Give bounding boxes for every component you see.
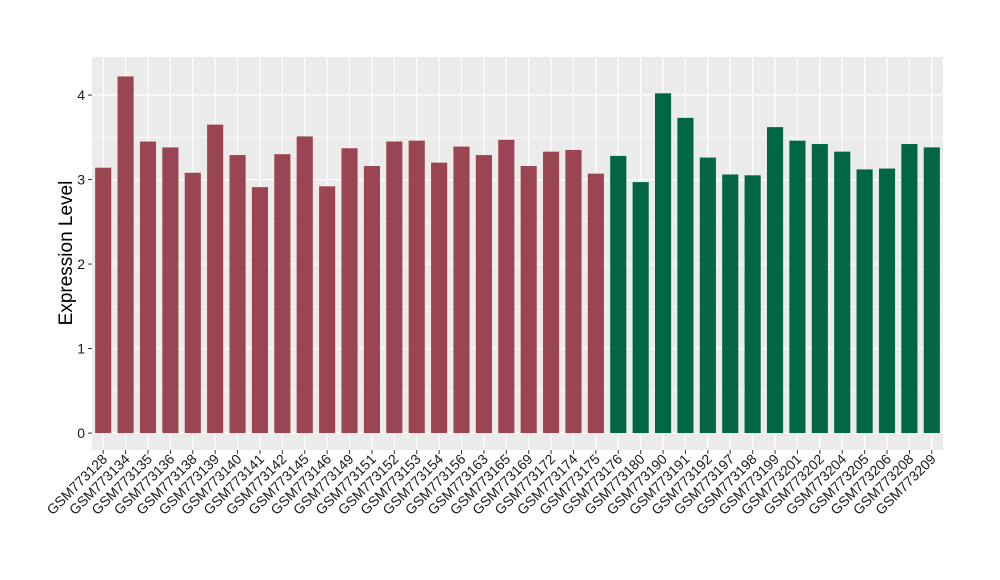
y-tick-label: 3 bbox=[77, 172, 85, 188]
bar-GSM773205 bbox=[856, 169, 873, 434]
bar-GSM773136 bbox=[162, 147, 179, 434]
bar-GSM773149 bbox=[341, 148, 358, 434]
bar-GSM773180 bbox=[632, 182, 649, 434]
x-axis: GSM773128GSM773134GSM773135GSM773136GSM7… bbox=[43, 450, 939, 518]
bar-GSM773190 bbox=[655, 93, 672, 434]
bar-GSM773128 bbox=[95, 167, 112, 434]
bar-GSM773206 bbox=[878, 168, 896, 434]
bar-GSM773169 bbox=[520, 166, 537, 434]
bar-GSM773151 bbox=[363, 166, 380, 434]
y-tick-label: 0 bbox=[77, 425, 85, 441]
bars bbox=[95, 76, 940, 434]
bar-GSM773174 bbox=[565, 149, 582, 434]
bar-GSM773198 bbox=[744, 175, 761, 434]
bar-GSM773172 bbox=[543, 151, 560, 434]
y-axis-title: Expression Level bbox=[56, 181, 77, 326]
bar-GSM773176 bbox=[610, 155, 627, 434]
bar-GSM773199 bbox=[766, 127, 784, 434]
bar-GSM773209 bbox=[923, 147, 940, 434]
bar-GSM773191 bbox=[677, 117, 694, 434]
bar-GSM773142 bbox=[274, 154, 291, 434]
bar-GSM773165 bbox=[498, 139, 515, 434]
bar-GSM773204 bbox=[834, 151, 851, 434]
bar-GSM773145 bbox=[296, 136, 313, 434]
bar-GSM773192 bbox=[699, 157, 716, 434]
y-tick-label: 1 bbox=[77, 341, 85, 357]
bar-GSM773140 bbox=[229, 155, 246, 434]
bar-GSM773152 bbox=[386, 141, 403, 434]
y-tick-label: 2 bbox=[77, 256, 85, 272]
bar-GSM773134 bbox=[117, 76, 134, 434]
bar-GSM773202 bbox=[811, 144, 828, 434]
bar-GSM773153 bbox=[408, 140, 425, 434]
bar-GSM773141 bbox=[251, 187, 269, 434]
bar-GSM773154 bbox=[431, 162, 448, 434]
bar-GSM773208 bbox=[901, 144, 918, 434]
y-axis: 0 1 2 3 4 bbox=[77, 87, 92, 441]
bar-GSM773156 bbox=[453, 146, 470, 434]
y-tick-label: 4 bbox=[77, 87, 85, 103]
bar-GSM773175 bbox=[587, 173, 604, 434]
bar-GSM773197 bbox=[722, 174, 739, 434]
bar-GSM773163 bbox=[475, 155, 492, 434]
bar-GSM773146 bbox=[319, 186, 336, 434]
bar-GSM773139 bbox=[207, 124, 224, 434]
bar-GSM773135 bbox=[139, 141, 157, 434]
bar-GSM773138 bbox=[184, 172, 201, 434]
bar-GSM773201 bbox=[789, 140, 806, 434]
